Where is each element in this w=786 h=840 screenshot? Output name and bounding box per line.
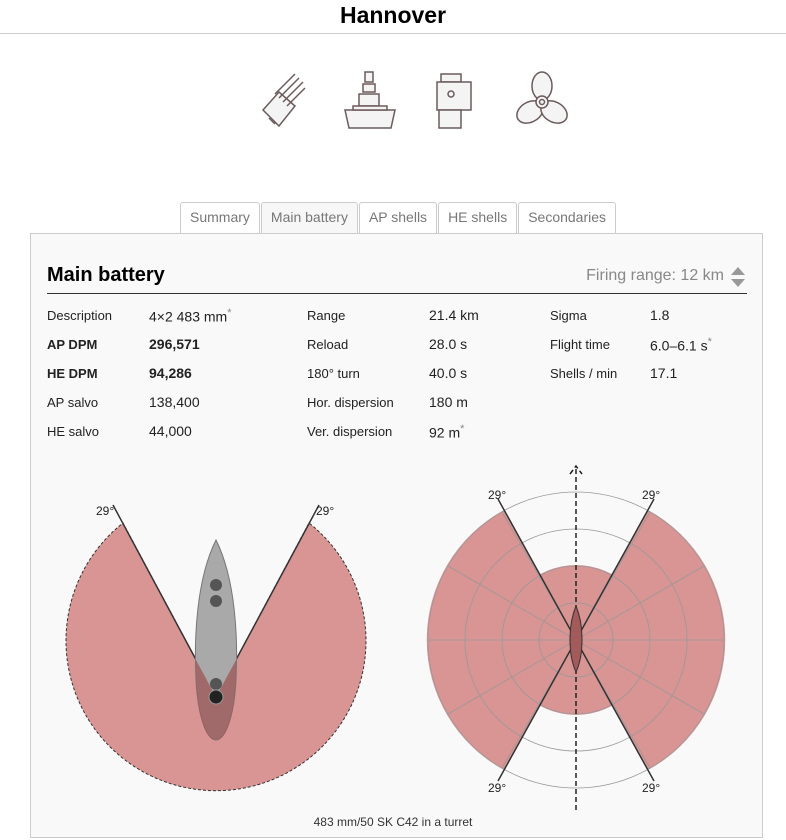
section-heading: Main battery [47, 264, 165, 286]
engine-icon[interactable] [427, 70, 485, 130]
range-stepper-icon[interactable] [730, 265, 746, 289]
stat-value-text: 40.0 s [429, 365, 468, 381]
angle-label: 29° [316, 504, 334, 518]
stat-value-text: 28.0 s [429, 336, 468, 352]
stat-label: Shells / min [550, 366, 618, 381]
main-battery-icon[interactable] [255, 70, 313, 130]
selected-turret-icon [208, 689, 224, 705]
ship-silhouette [569, 604, 583, 674]
stat-value-text: 1.8 [650, 307, 670, 323]
stat-value: 17.1 [650, 365, 677, 381]
stat-value: 1.8 [650, 307, 669, 323]
stat-value-text: 6.0–6.1 s [650, 337, 708, 354]
tab-main-battery[interactable]: Main battery [260, 202, 358, 233]
turret-icon [210, 579, 222, 591]
stat-value-text: 17.1 [650, 365, 678, 381]
stat-label: AP salvo [47, 395, 99, 410]
stat-label: HE DPM [47, 366, 98, 381]
footnote-marker[interactable]: * [227, 307, 232, 319]
turret-icon [210, 678, 222, 690]
tab-he-shells[interactable]: HE shells [438, 202, 518, 233]
stat-value: 44,000 [149, 423, 192, 439]
propeller-icon[interactable] [513, 70, 571, 130]
right-dispersion-diagram: 29° 29° 29° 29° [426, 464, 726, 810]
stat-label: Ver. dispersion [307, 424, 393, 439]
stat-label: Flight time [550, 337, 610, 352]
stat-value: 296,571 [149, 336, 200, 352]
tab-summary[interactable]: Summary [180, 202, 260, 233]
stat-value-text: 4×2 483 mm [149, 308, 228, 325]
angle-label: 29° [642, 781, 660, 795]
footnote-marker[interactable]: * [460, 423, 465, 435]
stat-value-text: 44,000 [149, 423, 192, 439]
divider [0, 33, 786, 34]
stat-label: Reload [307, 337, 349, 352]
ship-title: Hannover [339, 2, 447, 28]
firing-range-value: Firing range: 12 km [586, 267, 724, 284]
stat-label: Sigma [550, 308, 587, 323]
gun-caption: 483 mm/50 SK C42 in a turret [313, 815, 473, 829]
stat-value: 138,400 [149, 394, 200, 410]
firing-arc-fill [65, 522, 367, 792]
stat-value: 4×2 483 mm* [149, 307, 232, 325]
stat-label: Hor. dispersion [307, 395, 394, 410]
hull-icon[interactable] [341, 70, 399, 130]
stat-value: 28.0 s [429, 336, 467, 352]
stat-label: 180° turn [307, 366, 360, 381]
angle-label: 29° [642, 488, 660, 502]
turret-icon [210, 595, 222, 607]
tab-ap-shells[interactable]: AP shells [358, 202, 438, 233]
heading-rule [47, 293, 747, 294]
stat-value-text: 296,571 [149, 336, 200, 352]
stat-label: AP DPM [47, 337, 98, 352]
tab-bar: Summary Main battery AP shells HE shells… [180, 202, 617, 233]
footnote-marker[interactable]: * [707, 336, 712, 348]
stat-value: 180 m [429, 394, 468, 410]
stat-value-text: 21.4 km [429, 307, 479, 323]
stat-label: Description [47, 308, 113, 323]
stat-value: 40.0 s [429, 365, 467, 381]
stat-value: 94,286 [149, 365, 192, 381]
stat-value: 21.4 km [429, 307, 479, 323]
stat-label: Range [307, 308, 346, 323]
left-firing-arc-diagram: 29° 29° [65, 504, 367, 792]
angle-label: 29° [488, 488, 506, 502]
stat-value: 92 m* [429, 423, 464, 441]
angle-label: 29° [96, 504, 114, 518]
tab-secondaries[interactable]: Secondaries [518, 202, 617, 233]
stat-value-text: 94,286 [149, 365, 192, 381]
stat-value-text: 180 m [429, 394, 468, 410]
stat-value: 6.0–6.1 s* [650, 336, 712, 354]
angle-label: 29° [488, 781, 506, 795]
stat-value-text: 138,400 [149, 394, 200, 410]
module-icons [255, 70, 571, 130]
stat-value-text: 92 m [429, 424, 461, 441]
stat-label: HE salvo [47, 424, 100, 439]
